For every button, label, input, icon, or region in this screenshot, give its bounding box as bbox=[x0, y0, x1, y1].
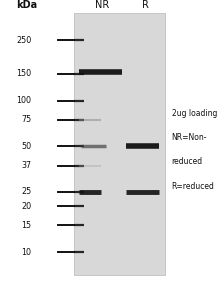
Text: NR: NR bbox=[95, 0, 110, 10]
Text: 20: 20 bbox=[21, 202, 31, 211]
Text: 2ug loading: 2ug loading bbox=[172, 109, 217, 118]
Text: NR=Non-: NR=Non- bbox=[172, 133, 207, 142]
Text: reduced: reduced bbox=[172, 157, 203, 166]
Text: 250: 250 bbox=[16, 36, 31, 45]
Text: R: R bbox=[142, 0, 148, 10]
Text: 37: 37 bbox=[21, 162, 31, 170]
Text: R=reduced: R=reduced bbox=[172, 181, 215, 191]
Text: 25: 25 bbox=[21, 187, 31, 196]
Text: 100: 100 bbox=[16, 96, 31, 105]
Bar bbox=[74, 13, 165, 275]
Text: 10: 10 bbox=[21, 248, 31, 256]
Text: kDa: kDa bbox=[16, 0, 37, 10]
Text: 150: 150 bbox=[16, 69, 31, 78]
Text: 75: 75 bbox=[21, 115, 31, 124]
Text: 15: 15 bbox=[21, 221, 31, 230]
Text: 50: 50 bbox=[21, 142, 31, 151]
